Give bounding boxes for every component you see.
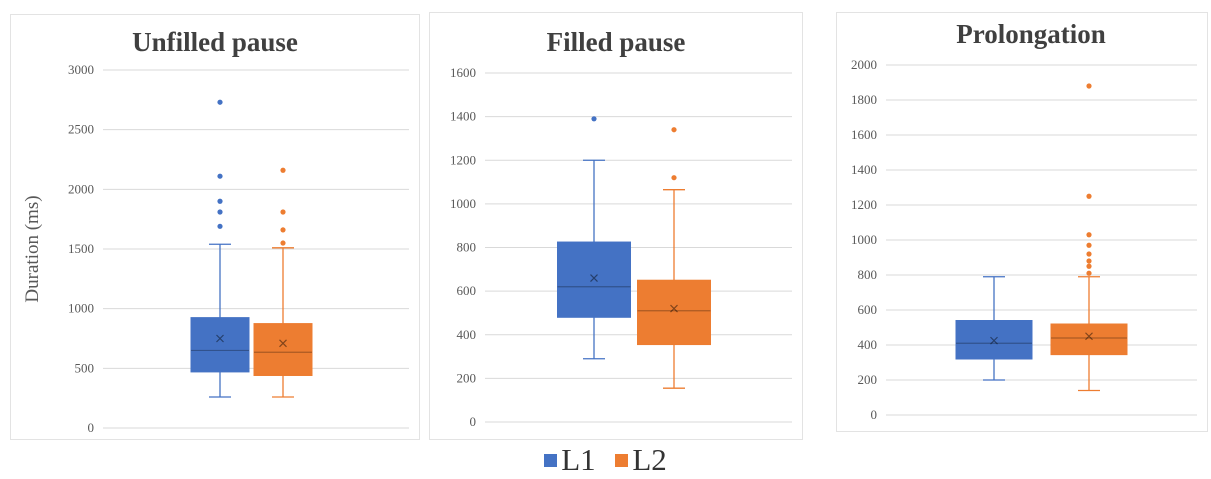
prolongation-y-tick-label: 400 — [858, 337, 878, 352]
filled-pause-l1-box — [557, 241, 631, 318]
unfilled-pause-l2-outlier-point — [280, 209, 286, 215]
unfilled-pause-y-tick-label: 2500 — [68, 122, 94, 137]
filled-pause-l2-outlier-point — [671, 127, 677, 133]
prolongation-l2-mean-marker — [1085, 332, 1093, 341]
prolongation-y-tick-label: 2000 — [851, 57, 877, 72]
prolongation-l2-outlier-point — [1086, 242, 1092, 248]
legend-item-l1: L1 — [544, 442, 596, 478]
legend-label-l1: L1 — [561, 442, 596, 477]
prolongation-l2-outlier-point — [1086, 270, 1092, 276]
unfilled-pause-l1-outlier-point — [217, 223, 223, 229]
prolongation-y-tick-label: 1600 — [851, 127, 877, 142]
filled-pause-l1-mean-marker — [590, 274, 598, 282]
filled-pause-y-tick-label: 200 — [457, 370, 477, 385]
prolongation-l1-box — [955, 320, 1033, 360]
legend-label-l2: L2 — [632, 442, 667, 477]
legend-item-l2: L2 — [615, 442, 667, 478]
prolongation-l1-mean-marker — [990, 336, 998, 345]
unfilled-pause-y-tick-label: 2000 — [68, 181, 94, 196]
unfilled-pause-l2-outlier-point — [280, 167, 286, 173]
prolongation-l2-outlier-point — [1086, 258, 1092, 264]
prolongation-y-tick-label: 800 — [858, 267, 878, 282]
unfilled-pause-l1-outlier-point — [217, 209, 223, 215]
filled-pause-y-tick-label: 600 — [457, 283, 477, 298]
filled-pause-y-tick-label: 400 — [457, 327, 477, 342]
unfilled-pause-plot: Unfilled pause Duration (ms) 0 500 1000 1500 2… — [22, 27, 409, 435]
prolongation-l2-outlier-point — [1086, 232, 1092, 238]
unfilled-pause-l2-outlier-point — [280, 227, 286, 233]
prolongation-title: Prolongation — [956, 19, 1106, 49]
filled-pause-chart: Filled pause 0 200 400 600 800 1000 1200 1400 160… — [429, 12, 803, 440]
legend-swatch-l1 — [544, 454, 558, 467]
prolongation-y-tick-label: 600 — [858, 302, 878, 317]
unfilled-pause-l1-outlier-point — [217, 198, 223, 204]
unfilled-pause-y-tick-label: 0 — [88, 420, 95, 435]
prolongation-chart: Prolongation 0 200 400 600 800 1000 1200 1400 160… — [836, 12, 1208, 432]
prolongation-y-tick-label: 200 — [858, 372, 878, 387]
prolongation-l2-outlier-point — [1086, 251, 1092, 257]
unfilled-pause-l1-outlier-point — [217, 99, 223, 105]
unfilled-pause-l1-box — [190, 317, 250, 373]
prolongation-l2-outlier-point — [1086, 83, 1092, 89]
unfilled-pause-title: Unfilled pause — [132, 27, 298, 57]
unfilled-pause-y-tick-label: 1000 — [68, 301, 94, 316]
legend: L1 L2 — [0, 442, 1211, 478]
filled-pause-l2-box — [637, 279, 711, 346]
legend-swatch-l2 — [615, 454, 629, 467]
unfilled-pause-l2-mean-marker — [279, 339, 287, 348]
unfilled-pause-l1-outlier-point — [217, 173, 223, 179]
prolongation-y-tick-label: 0 — [871, 407, 878, 422]
filled-pause-l2-mean-marker — [670, 304, 678, 313]
unfilled-pause-chart: Unfilled pause Duration (ms) 0 500 1000 1500 2… — [10, 14, 420, 440]
prolongation-y-tick-label: 1200 — [851, 197, 877, 212]
filled-pause-l2-outlier-point — [671, 175, 677, 181]
prolongation-l2-box — [1050, 323, 1128, 356]
prolongation-y-tick-label: 1000 — [851, 232, 877, 247]
filled-pause-y-tick-label: 1400 — [450, 109, 476, 124]
filled-pause-y-tick-label: 1600 — [450, 65, 476, 80]
prolongation-l2-outlier-point — [1086, 263, 1092, 269]
unfilled-pause-y-tick-label: 3000 — [68, 62, 94, 77]
unfilled-pause-l2-outlier-point — [280, 240, 286, 246]
filled-pause-y-tick-label: 0 — [470, 414, 477, 429]
unfilled-pause-l1-mean-marker — [216, 334, 224, 343]
filled-pause-l1-outlier-point — [591, 116, 597, 122]
filled-pause-title: Filled pause — [547, 27, 686, 57]
unfilled-pause-y-axis-label: Duration (ms) — [22, 195, 43, 302]
unfilled-pause-y-tick-label: 1500 — [68, 241, 94, 256]
filled-pause-y-tick-label: 1000 — [450, 196, 476, 211]
prolongation-y-tick-label: 1800 — [851, 92, 877, 107]
filled-pause-y-tick-label: 1200 — [450, 152, 476, 167]
unfilled-pause-l2-box — [253, 323, 313, 376]
filled-pause-y-tick-label: 800 — [457, 240, 477, 255]
filled-pause-plot: Filled pause 0 200 400 600 800 1000 1200 1400 160… — [450, 27, 792, 429]
prolongation-plot: Prolongation 0 200 400 600 800 1000 1200 1400 160… — [851, 19, 1197, 422]
prolongation-l2-outlier-point — [1086, 193, 1092, 199]
prolongation-y-tick-label: 1400 — [851, 162, 877, 177]
unfilled-pause-y-tick-label: 500 — [75, 360, 95, 375]
